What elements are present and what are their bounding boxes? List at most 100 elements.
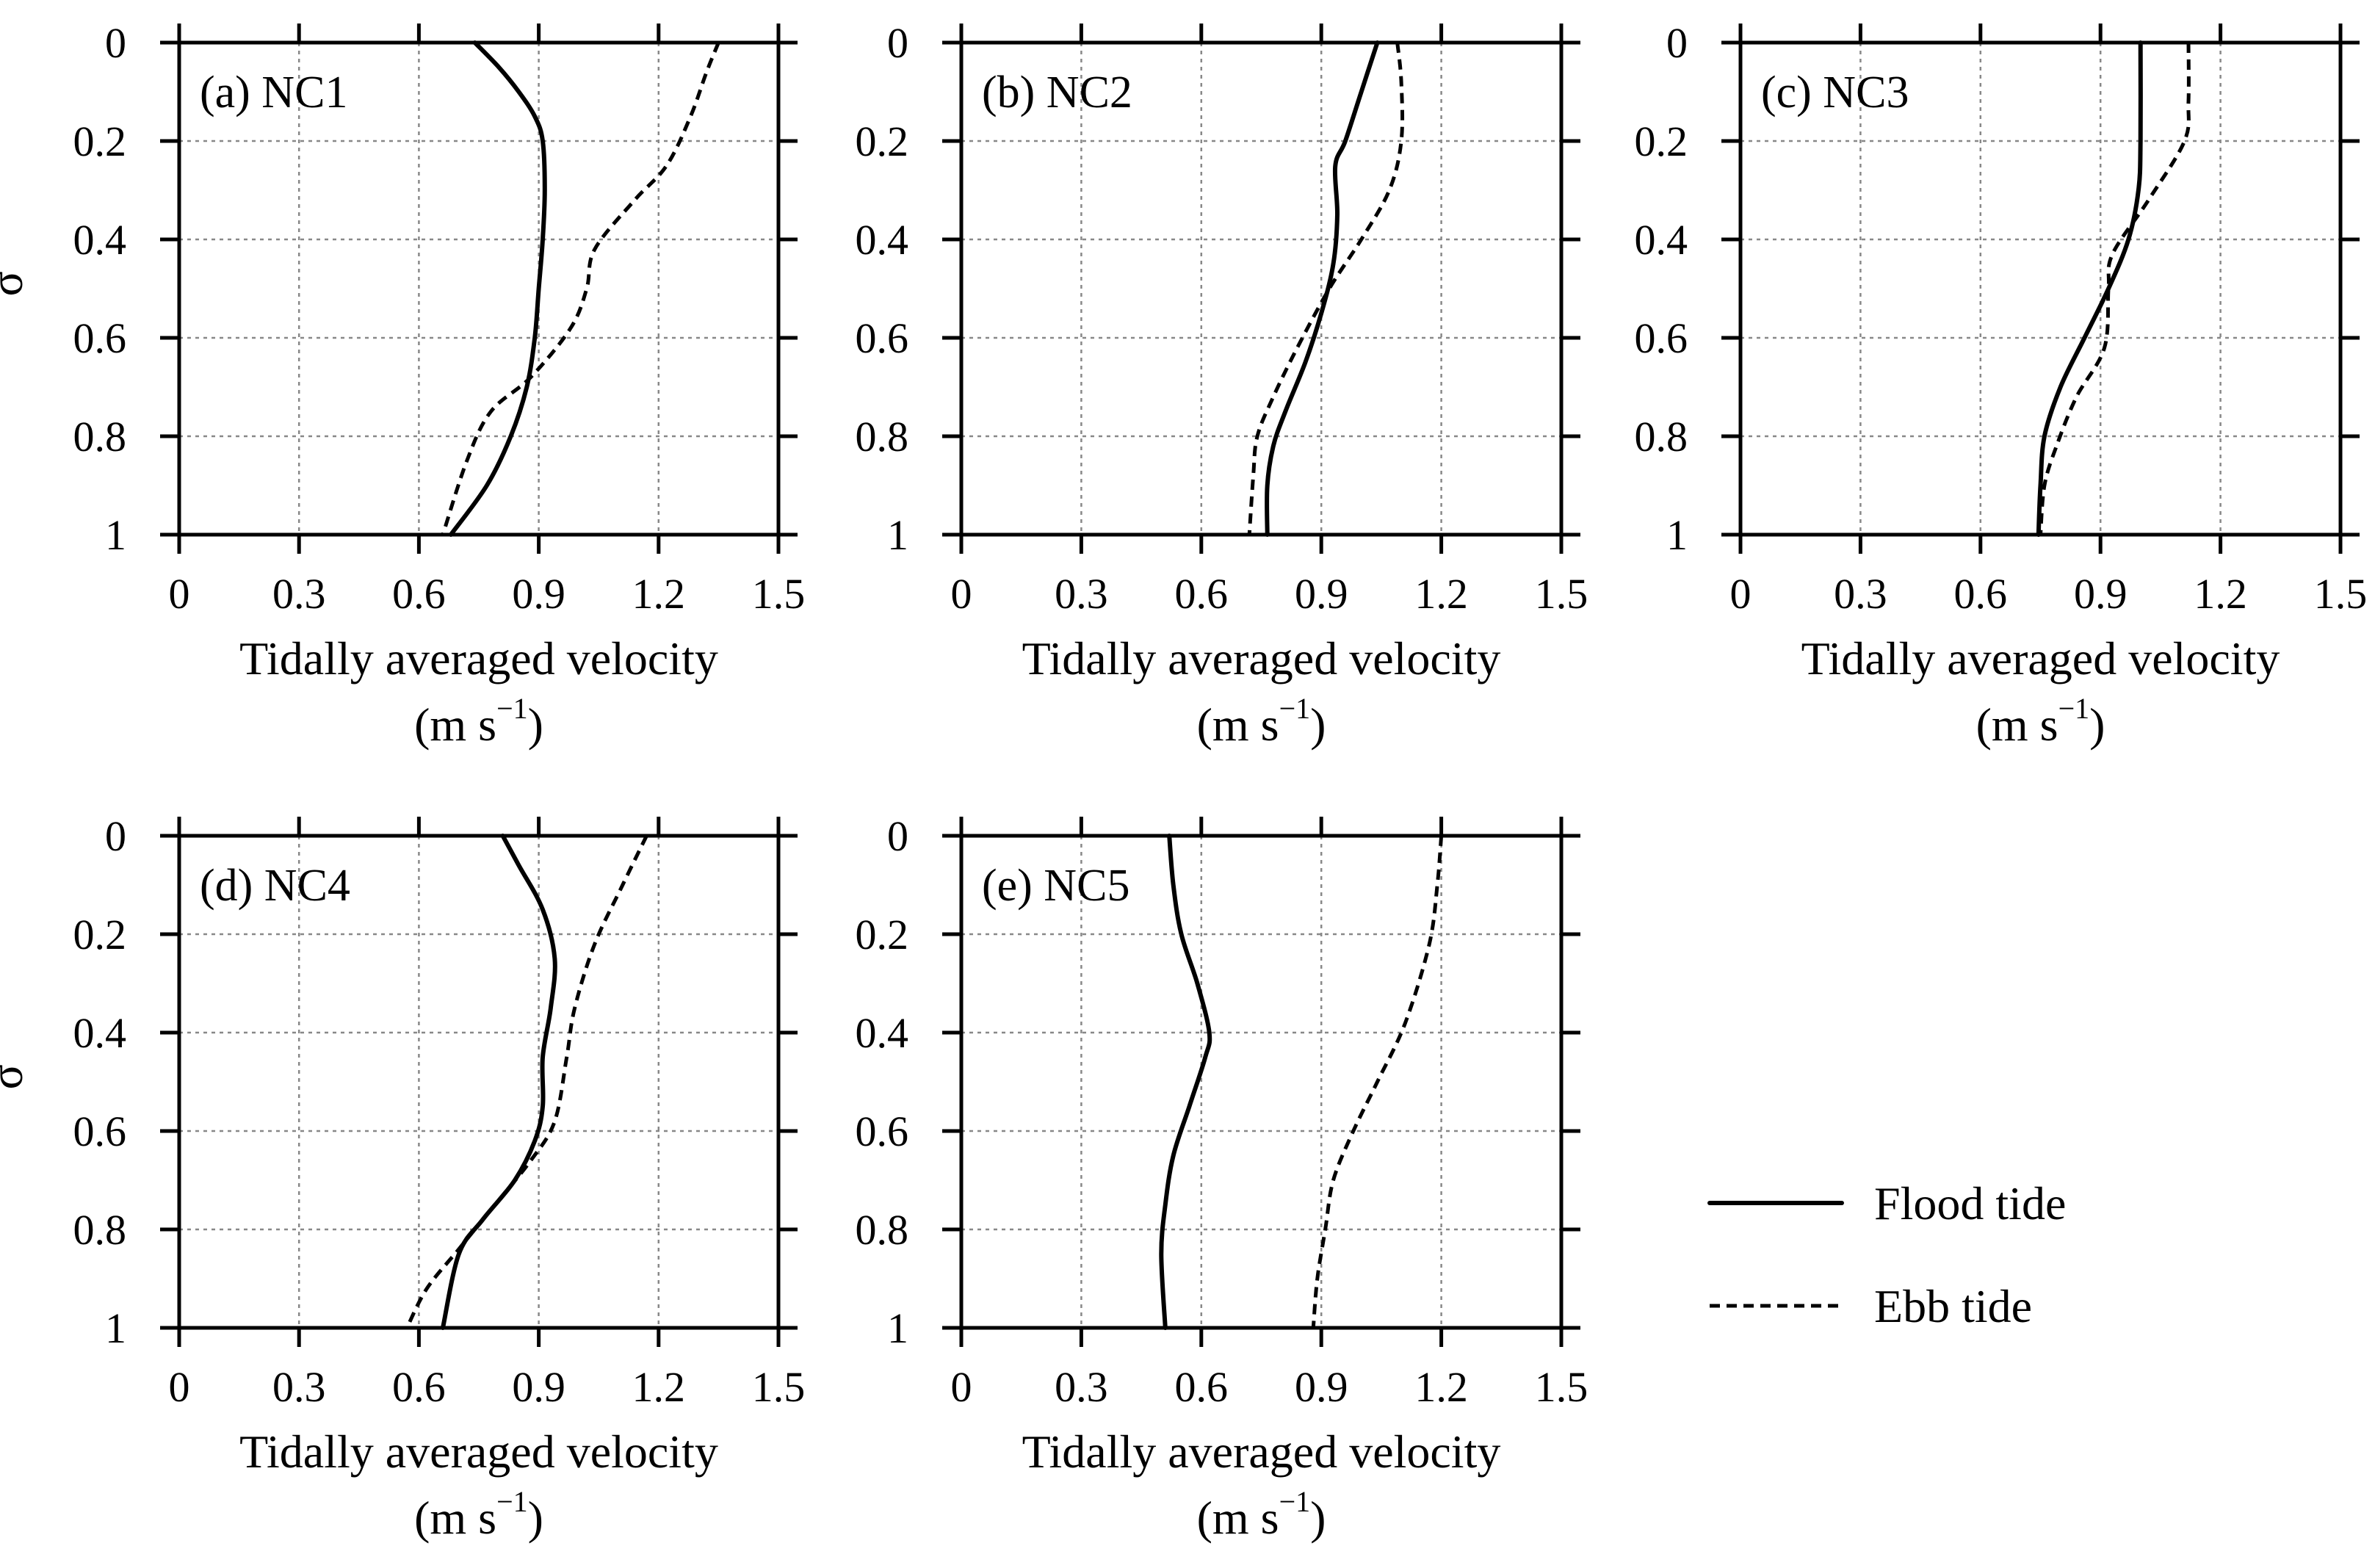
y-tick-label: 0.8 [856, 413, 909, 460]
panel-label: (b) NC2 [982, 68, 1132, 118]
y-tick-label: 0.4 [1635, 216, 1688, 264]
x-axis-label: Tidally averaged velocity [1022, 632, 1501, 684]
series-ebb-tide [405, 834, 648, 1329]
x-tick-label: 1.5 [752, 570, 806, 618]
panel-2: 0 0.3 0.6 0.9 1.2 1.5 0 0.2 0.4 0.6 0.8 1 Tidally av… [856, 19, 1588, 751]
series-ebb-tide [1311, 835, 1444, 1329]
y-tick-label: 0.4 [73, 1009, 127, 1057]
panel-label: (c) NC3 [1761, 68, 1909, 118]
legend-label-ebb: Ebb tide [1874, 1280, 2032, 1332]
x-tick-label: 0.9 [1295, 570, 1348, 618]
x-tick-label: 1.5 [2314, 570, 2368, 618]
x-tick-label: 1.5 [752, 1363, 806, 1411]
gridlines [961, 43, 1561, 535]
y-tick-label: 0.4 [856, 1009, 909, 1057]
x-tick-label: 0 [951, 1363, 972, 1411]
panel-5: 0 0.3 0.6 0.9 1.2 1.5 0 0.2 0.4 0.6 0.8 1 Tidally av… [856, 812, 1588, 1544]
plot-frame [959, 40, 1564, 537]
x-axis-label: Tidally averaged velocity [239, 1426, 718, 1478]
panel-label: (a) NC1 [200, 68, 347, 118]
x-tick-label: 1.2 [1414, 1363, 1468, 1411]
x-tick-label: 0.6 [1175, 1363, 1229, 1411]
panel-label: (e) NC5 [982, 861, 1129, 911]
gridlines [179, 836, 778, 1328]
plot-frame [959, 834, 1564, 1330]
x-tick-label: 1.2 [2194, 570, 2247, 618]
y-tick-label: 0.6 [1635, 314, 1688, 362]
x-tick-label: 0.3 [1055, 570, 1108, 618]
x-tick-label: 0.6 [1954, 570, 2008, 618]
x-tick-label: 0.3 [1834, 570, 1887, 618]
x-tick-label: 1.5 [1535, 570, 1588, 618]
y-tick-label: 0 [1666, 19, 1688, 67]
series-flood-tide [448, 40, 547, 537]
series-flood-tide [1265, 40, 1380, 537]
x-tick-label: 1.5 [1535, 1363, 1588, 1411]
x-tick-label: 0.9 [512, 1363, 565, 1411]
y-tick-label: 1 [1666, 511, 1688, 559]
x-tick-label: 1.2 [632, 1363, 686, 1411]
series-ebb-tide [2039, 42, 2191, 535]
y-tick-label: 0.8 [1635, 413, 1688, 460]
x-tick-label: 0 [1730, 570, 1752, 618]
x-tick-label: 0.3 [272, 1363, 326, 1411]
y-tick-label: 0.8 [856, 1206, 909, 1254]
panels: 0 0.3 0.6 0.9 1.2 1.5 0 0.2 0.4 0.6 0.8 1 σ Tidally a… [0, 19, 2367, 1544]
x-tick-label: 1.2 [632, 570, 686, 618]
x-axis-unit: (m s−1) [414, 692, 543, 751]
x-tick-label: 0.6 [392, 1363, 446, 1411]
y-tick-label: 1 [887, 1304, 908, 1352]
series-ebb-tide [1247, 42, 1405, 535]
x-axis-label: Tidally averaged velocity [1801, 632, 2280, 684]
panel-4: 0 0.3 0.6 0.9 1.2 1.5 0 0.2 0.4 0.6 0.8 1 σ Tidally a… [0, 812, 805, 1544]
x-tick-label: 0.9 [512, 570, 565, 618]
gridlines [1740, 43, 2340, 535]
x-tick-label: 0 [169, 570, 190, 618]
x-tick-label: 0.6 [392, 570, 446, 618]
y-tick-label: 0.6 [73, 1108, 127, 1155]
panel-3: 0 0.3 0.6 0.9 1.2 1.5 0 0.2 0.4 0.6 0.8 1 Tidally av… [1635, 19, 2368, 751]
x-axis-unit: (m s−1) [1197, 692, 1326, 751]
series-ebb-tide [441, 42, 720, 535]
y-tick-label: 1 [105, 1304, 126, 1352]
gridlines [961, 836, 1561, 1328]
y-tick-label: 0.6 [856, 1108, 909, 1155]
x-axis-label: Tidally averaged velocity [239, 632, 718, 684]
x-tick-label: 0.9 [2074, 570, 2128, 618]
y-tick-label: 0.6 [73, 314, 127, 362]
y-tick-label: 0.8 [73, 413, 127, 460]
series-flood-tide [441, 834, 557, 1330]
y-tick-label: 0.4 [856, 216, 909, 264]
x-tick-label: 0.6 [1175, 570, 1229, 618]
y-tick-label: 1 [887, 511, 908, 559]
y-tick-label: 0.2 [1635, 118, 1688, 165]
series-flood-tide [1159, 834, 1212, 1330]
x-axis-label: Tidally averaged velocity [1022, 1426, 1501, 1478]
y-tick-label: 0.8 [73, 1206, 127, 1254]
panel-label: (d) NC4 [200, 861, 350, 911]
y-tick-label: 0.2 [73, 118, 127, 165]
plot-frame [177, 834, 781, 1330]
x-axis-unit: (m s−1) [1976, 692, 2105, 751]
y-tick-label: 0.6 [856, 314, 909, 362]
y-axis-label: σ [0, 271, 32, 297]
y-tick-label: 0 [105, 812, 126, 860]
legend-label-flood: Flood tide [1874, 1177, 2066, 1229]
series-flood-tide [2036, 40, 2143, 537]
y-tick-label: 0 [887, 19, 908, 67]
x-tick-label: 0.3 [272, 570, 326, 618]
legend: Flood tide Ebb tide [1707, 1177, 2066, 1332]
y-tick-label: 0.2 [856, 118, 909, 165]
y-tick-label: 0 [105, 19, 126, 67]
gridlines [179, 43, 778, 535]
y-tick-label: 0 [887, 812, 908, 860]
x-axis-unit: (m s−1) [1197, 1485, 1326, 1544]
y-tick-label: 0.2 [73, 911, 127, 958]
panel-1: 0 0.3 0.6 0.9 1.2 1.5 0 0.2 0.4 0.6 0.8 1 σ Tidally a… [0, 19, 805, 751]
x-axis-unit: (m s−1) [414, 1485, 543, 1544]
y-tick-label: 0.2 [856, 911, 909, 958]
x-tick-label: 0.3 [1055, 1363, 1108, 1411]
y-tick-label: 0.4 [73, 216, 127, 264]
y-axis-label: σ [0, 1064, 32, 1090]
